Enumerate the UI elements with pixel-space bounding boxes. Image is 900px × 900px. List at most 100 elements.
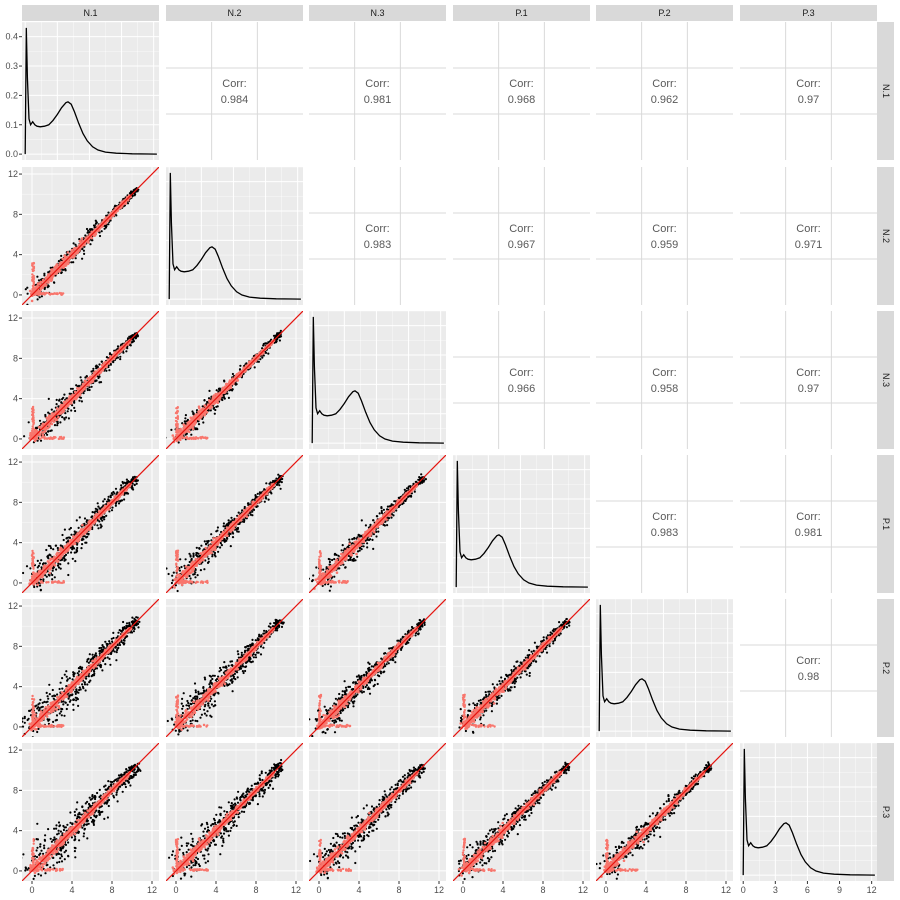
data-point [78, 393, 81, 397]
data-point [73, 400, 76, 403]
data-point [42, 578, 45, 581]
data-point [103, 227, 106, 230]
column-strip-label: P.2 [658, 8, 670, 18]
data-point [189, 416, 193, 420]
data-point [31, 273, 34, 276]
data-point [174, 423, 178, 427]
data-point [209, 400, 213, 403]
data-point [61, 410, 65, 414]
data-point [82, 249, 85, 252]
data-point [41, 562, 45, 566]
data-point [103, 504, 107, 508]
data-point [105, 369, 108, 372]
data-point [53, 556, 56, 559]
data-point [39, 439, 43, 442]
data-point [47, 397, 50, 400]
data-point [125, 350, 128, 353]
data-point [101, 368, 105, 372]
data-point [74, 257, 77, 260]
data-point [83, 387, 86, 391]
data-point [32, 417, 35, 420]
data-point [63, 528, 66, 531]
data-point [192, 437, 196, 441]
data-point [108, 510, 111, 513]
data-point [194, 436, 198, 439]
data-point [38, 433, 42, 436]
data-point [56, 551, 59, 555]
data-point [54, 418, 58, 422]
data-point [93, 224, 96, 227]
data-point [114, 204, 117, 207]
correlation-panel: Corr:0.971 [740, 167, 877, 305]
data-point [69, 387, 73, 390]
data-point [200, 436, 203, 439]
data-point [59, 421, 62, 424]
data-point [39, 280, 43, 284]
data-point [50, 272, 53, 275]
data-point [107, 499, 110, 502]
column-strip-label: P.3 [802, 8, 814, 18]
column-strip-label: N.3 [370, 8, 384, 18]
data-point [56, 546, 59, 550]
data-point [175, 433, 178, 437]
data-point [56, 424, 59, 427]
data-point [213, 412, 216, 415]
data-point [91, 515, 94, 518]
data-point [107, 223, 110, 226]
data-point [54, 544, 58, 547]
data-point [105, 514, 108, 517]
data-point [231, 382, 235, 385]
data-point [82, 392, 85, 395]
data-point [39, 437, 42, 440]
data-point [61, 416, 64, 419]
data-point [69, 526, 72, 530]
data-point [51, 573, 54, 577]
row-strip-label: N.1 [881, 84, 891, 98]
panel-background [22, 22, 159, 160]
data-point [60, 271, 63, 274]
data-point [208, 389, 211, 392]
data-point [63, 417, 66, 420]
data-point [66, 410, 69, 413]
data-point [261, 356, 264, 359]
data-point [62, 538, 65, 542]
data-point [71, 557, 74, 560]
data-point [62, 268, 65, 271]
data-point [214, 408, 217, 412]
data-point [192, 423, 195, 427]
data-point [53, 266, 56, 269]
data-point [199, 409, 202, 412]
data-point [92, 371, 96, 375]
data-point [121, 480, 124, 484]
data-point [74, 243, 77, 246]
data-point [95, 221, 98, 224]
data-point [57, 415, 60, 419]
correlation-panel: Corr:0.966 [453, 311, 590, 449]
data-point [170, 428, 173, 431]
corr-value: 0.984 [221, 94, 249, 106]
data-point [221, 398, 224, 402]
data-point [76, 387, 79, 390]
data-point [48, 425, 51, 428]
data-point [23, 435, 26, 438]
data-point [43, 272, 46, 275]
data-point [96, 502, 99, 505]
data-point [218, 398, 221, 401]
data-point [134, 193, 137, 196]
data-point [184, 417, 187, 420]
data-point [103, 518, 106, 521]
density-panel [309, 311, 446, 449]
data-point [95, 379, 98, 382]
data-point [32, 278, 35, 282]
data-point [67, 573, 70, 577]
data-point [81, 543, 84, 546]
correlation-panel: Corr:0.983 [309, 167, 446, 305]
data-point [50, 275, 54, 279]
data-point [102, 362, 106, 365]
data-point [50, 422, 54, 426]
data-point [252, 356, 255, 360]
data-point [26, 292, 29, 295]
data-point [278, 339, 281, 342]
data-point [70, 249, 74, 252]
data-point [51, 578, 54, 581]
